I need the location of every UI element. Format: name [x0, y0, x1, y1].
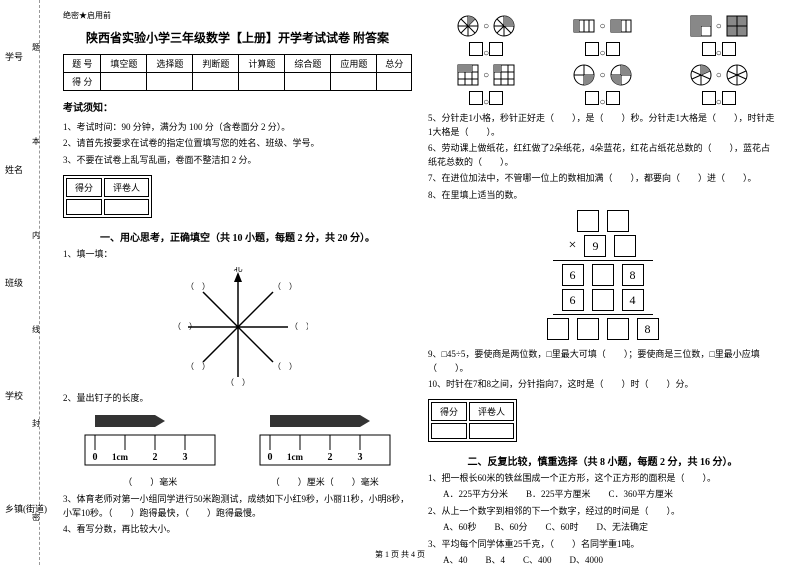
compass-diagram: 北 （ ） （ ） （ ） （ ） （ ） （ ） （ ）: [168, 267, 308, 387]
question-7: 7、在进位加法中，不管哪一位上的数相加满（ ），都要向（ ）进（ ）。: [428, 172, 777, 186]
table-row: 得 分: [64, 73, 412, 91]
s2-q2-options: A、60秒 B、60分 C、60时 D、无法确定: [428, 521, 777, 535]
fraction-labels-1: ○ ○ ○: [428, 42, 777, 59]
ruler-2: 0 1cm 2 3 （ ）厘米（ ）毫米: [255, 410, 395, 488]
ruler1-label: （ ）毫米: [80, 475, 220, 488]
svg-text:（ ）: （ ）: [186, 282, 210, 291]
frac-circle-1: ○: [456, 14, 516, 38]
instruction-item: 1、考试时间：90 分钟，满分为 100 分（含卷面分 2 分）。: [63, 120, 412, 134]
instruction-item: 3、不要在试卷上乱写乱画，卷面不整洁扣 2 分。: [63, 153, 412, 167]
svg-text:1cm: 1cm: [287, 452, 303, 462]
multiplication-diagram: ×9 68 64 8: [428, 210, 777, 340]
s2-question-1: 1、把一根长60米的铁丝围成一个正方形，这个正方形的面积是（ ）。: [428, 472, 777, 486]
instructions-title: 考试须知：: [63, 99, 412, 114]
confidential-header: 绝密★启用前: [63, 10, 412, 21]
section2-title: 二、反复比较，慎重选择（共 8 小题，每题 2 分，共 16 分）。: [428, 453, 777, 468]
svg-text:（ ）: （ ）: [273, 362, 297, 371]
label-name: 姓名: [5, 163, 47, 176]
question-3: 3、体育老师对第一小组同学进行50米跑测试，成绩如下小红9秒，小丽11秒，小明8…: [63, 493, 412, 520]
svg-text:0: 0: [93, 452, 98, 463]
question-8: 8、在里填上适当的数。: [428, 189, 777, 203]
svg-text:1cm: 1cm: [112, 452, 128, 462]
svg-text:0: 0: [267, 452, 272, 463]
right-column: ○ ○ ○ ○ ○ ○: [420, 10, 785, 555]
svg-text:北: 北: [233, 267, 242, 273]
content-area: 绝密★启用前 陕西省实验小学三年级数学【上册】开学考试试卷 附答案 题 号 填空…: [40, 0, 800, 565]
fraction-row-2: ○ ○ ○: [428, 63, 777, 87]
score-table: 题 号 填空题 选择题 判断题 计算题 综合题 应用题 总分 得 分: [63, 54, 412, 91]
frac-rect-1: ○: [572, 14, 632, 38]
frac-grid-2: ○: [456, 63, 516, 87]
label-town: 乡镇(街道): [5, 502, 47, 515]
fraction-labels-2: ○ ○ ○: [428, 91, 777, 108]
fraction-row-1: ○ ○ ○: [428, 14, 777, 38]
frac-circle-3: ○: [689, 63, 749, 87]
section2-score-box: 得分评卷人: [428, 399, 517, 442]
svg-text:（ ）: （ ）: [226, 378, 250, 387]
page-footer: 第 1 页 共 4 页: [0, 549, 800, 560]
ruler-1: 0 1cm 2 3 （ ）毫米: [80, 410, 220, 488]
frac-circle-2: ○: [572, 63, 632, 87]
question-9: 9、□45÷5，要使商是两位数，□里最大可填（ ）；要使商是三位数，□里最小应填…: [428, 348, 777, 375]
question-10: 10、时针在7和8之间，分针指向7，这时是（ ）时（ ）分。: [428, 378, 777, 392]
instructions-list: 1、考试时间：90 分钟，满分为 100 分（含卷面分 2 分）。 2、请首先按…: [63, 120, 412, 167]
label-studentid: 学号: [5, 50, 47, 63]
question-1: 1、填一填：: [63, 248, 412, 262]
binding-sidebar: 学号 姓名 班级 学校 乡镇(街道) 题 本 内 线 封 密: [0, 0, 40, 565]
label-school: 学校: [5, 389, 47, 402]
question-2: 2、量出钉子的长度。: [63, 392, 412, 406]
label-class: 班级: [5, 276, 47, 289]
svg-text:3: 3: [183, 452, 188, 463]
svg-text:（ ）: （ ）: [290, 322, 308, 331]
exam-title: 陕西省实验小学三年级数学【上册】开学考试试卷 附答案: [63, 29, 412, 46]
table-row: 题 号 填空题 选择题 判断题 计算题 综合题 应用题 总分: [64, 55, 412, 73]
section1-title: 一、用心思考，正确填空（共 10 小题，每题 2 分，共 20 分）。: [63, 229, 412, 244]
frac-grid-1: ○: [689, 14, 749, 38]
svg-text:（ ）: （ ）: [173, 322, 197, 331]
instruction-item: 2、请首先按要求在试卷的指定位置填写您的姓名、班级、学号。: [63, 136, 412, 150]
svg-text:（ ）: （ ）: [186, 362, 210, 371]
svg-text:2: 2: [153, 452, 158, 463]
section-score-box: 得分评卷人: [63, 175, 152, 218]
question-5: 5、分针走1小格，秒针正好走（ ），是（ ）秒。分针走1大格是（ ），时针走1大…: [428, 112, 777, 139]
exam-page: 学号 姓名 班级 学校 乡镇(街道) 题 本 内 线 封 密 绝密★启用前 陕西…: [0, 0, 800, 565]
s2-question-2: 2、从上一个数字到相邻的下一个数字，经过的时间是（ ）。: [428, 505, 777, 519]
ruler-container: 0 1cm 2 3 （ ）毫米: [63, 410, 412, 488]
question-4: 4、看写分数，再比较大小。: [63, 523, 412, 537]
question-6: 6、劳动课上做纸花，红红做了2朵纸花，4朵蓝花，红花占纸花总数的（ ），蓝花占纸…: [428, 142, 777, 169]
svg-text:（ ）: （ ）: [273, 282, 297, 291]
svg-text:3: 3: [357, 452, 362, 463]
svg-text:2: 2: [327, 452, 332, 463]
ruler2-label: （ ）厘米（ ）毫米: [255, 475, 395, 488]
sidebar-labels: 学号 姓名 班级 学校 乡镇(街道): [5, 0, 47, 565]
left-column: 绝密★启用前 陕西省实验小学三年级数学【上册】开学考试试卷 附答案 题 号 填空…: [55, 10, 420, 555]
s2-q1-options: A．225平方分米 B．225平方厘米 C．360平方厘米: [428, 488, 777, 502]
fold-marks: 题 本 内 线 封 密: [32, 0, 40, 565]
